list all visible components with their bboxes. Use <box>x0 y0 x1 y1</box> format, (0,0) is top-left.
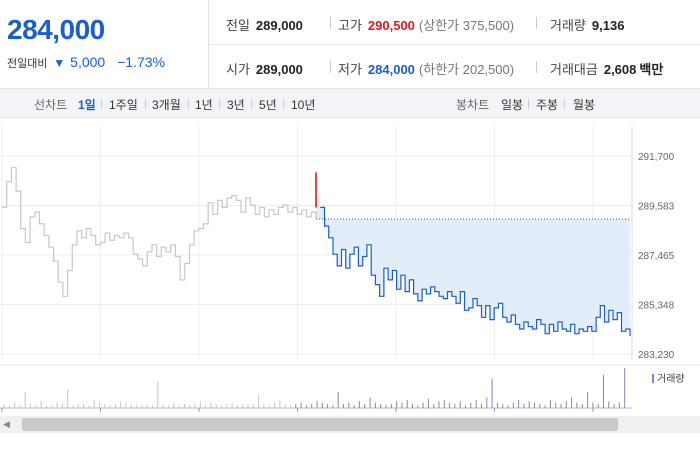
stat-value: 9,136 <box>591 18 625 33</box>
decline-area <box>316 195 630 336</box>
period-3m[interactable]: 3개월 <box>152 98 181 112</box>
stat-unit: 백만 <box>639 62 664 77</box>
candle-daily[interactable]: 일봉 <box>501 98 524 112</box>
lower-limit: (하한가 202,500) <box>418 62 515 77</box>
stat-value: 290,500 <box>367 18 415 33</box>
current-price: 284,000 <box>7 14 105 45</box>
divider <box>564 99 565 109</box>
candle-weekly[interactable]: 주봉 <box>536 98 559 112</box>
divider <box>330 61 331 73</box>
divider <box>188 99 189 109</box>
stat-value: 284,000 <box>367 62 415 77</box>
stat-label: 시가 <box>226 62 250 77</box>
stock-summary: 284,000 전일대비 ▼ 5,000 −1.73% 전일 289,000 고가… <box>0 0 700 89</box>
chart-scrollbar[interactable]: ◀ <box>0 416 700 433</box>
y-tick-label: 291,700 <box>638 152 675 163</box>
series-prev-day <box>2 167 317 297</box>
stat-value: 2,608 <box>603 62 637 77</box>
chart-toolbar: 선차트 1일 1주일 3개월 1년 3년 5년 10년 봉차트 일봉 주봉 월봉 <box>0 89 700 118</box>
period-1d[interactable]: 1일 <box>78 98 96 112</box>
divider <box>219 99 220 109</box>
stat-label: 저가 <box>338 62 362 77</box>
y-tick-label: 285,348 <box>638 301 675 312</box>
scroll-thumb[interactable] <box>22 418 618 431</box>
price-chart[interactable]: 291,700 289,583 287,465 285,348 283,230 거래량 <box>0 118 700 418</box>
price-box: 284,000 전일대비 ▼ 5,000 −1.73% <box>0 0 209 88</box>
stat-value: 289,000 <box>255 62 303 77</box>
series-today <box>320 206 631 336</box>
candle-monthly[interactable]: 월봉 <box>573 98 596 112</box>
divider <box>251 99 252 109</box>
y-tick-label: 289,583 <box>638 202 675 213</box>
stat-label: 거래량 <box>550 18 586 33</box>
stat-label: 전일 <box>226 18 250 33</box>
stat-high: 고가 290,500 (상한가 375,500) <box>338 15 514 34</box>
stat-label: 거래대금 <box>550 62 598 77</box>
upper-limit: (상한가 375,500) <box>418 18 515 33</box>
stat-value: 289,000 <box>255 18 303 33</box>
y-tick-label: 287,465 <box>638 251 675 262</box>
period-1w[interactable]: 1주일 <box>109 98 138 112</box>
change-label: 전일대비 <box>7 58 48 70</box>
change-amount: 5,000 <box>70 54 106 70</box>
y-tick-label: 283,230 <box>638 350 675 361</box>
candle-chart-label: 봉차트 <box>456 98 490 112</box>
stat-volume: 거래량 9,136 <box>550 15 624 34</box>
down-arrow-icon: ▼ <box>53 56 66 70</box>
volume-legend-swatch <box>652 374 654 383</box>
line-chart-label: 선차트 <box>34 98 68 112</box>
divider <box>101 99 102 109</box>
stat-prev-close: 전일 289,000 <box>226 15 303 34</box>
change-rate: −1.73% <box>117 54 165 70</box>
period-5y[interactable]: 5년 <box>259 98 277 112</box>
period-3y[interactable]: 3년 <box>227 98 245 112</box>
period-10y[interactable]: 10년 <box>291 98 316 112</box>
divider <box>528 99 529 109</box>
stat-trade-value: 거래대금 2,608 백만 <box>550 59 663 78</box>
stat-low: 저가 284,000 (하한가 202,500) <box>338 59 514 78</box>
volume-legend-label: 거래량 <box>657 373 685 385</box>
scroll-left-icon[interactable]: ◀ <box>3 419 10 429</box>
divider <box>208 44 700 45</box>
stat-open: 시가 289,000 <box>226 59 303 78</box>
stat-label: 고가 <box>338 18 362 33</box>
divider <box>283 99 284 109</box>
change-row: 전일대비 ▼ 5,000 −1.73% <box>7 54 165 71</box>
divider <box>330 17 331 29</box>
divider <box>536 17 537 29</box>
divider <box>145 99 146 109</box>
period-1y[interactable]: 1년 <box>195 98 213 112</box>
divider <box>536 61 537 73</box>
stats-panel: 전일 289,000 고가 290,500 (상한가 375,500) 거래량 9,13… <box>208 0 700 88</box>
